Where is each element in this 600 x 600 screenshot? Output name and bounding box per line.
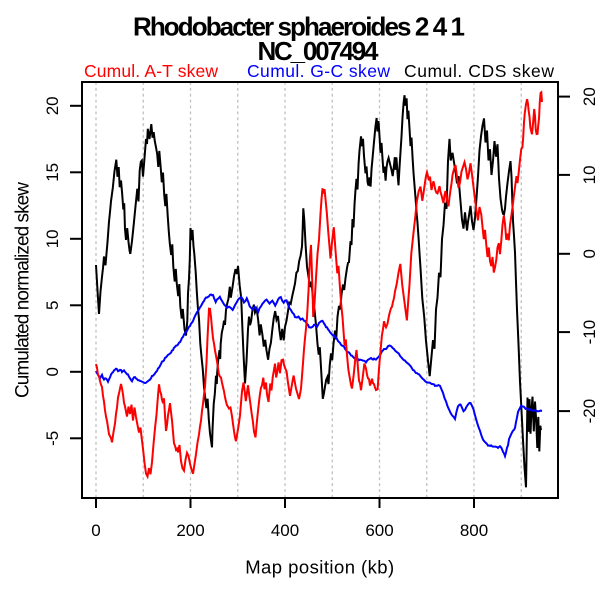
svg-text:600: 600: [365, 521, 393, 540]
svg-text:10: 10: [580, 165, 599, 184]
svg-text:0: 0: [580, 249, 599, 258]
svg-text:Rhodobacter sphaeroides 2 4 1: Rhodobacter sphaeroides 2 4 1: [133, 12, 465, 42]
svg-text:800: 800: [460, 521, 488, 540]
svg-text:5: 5: [43, 301, 62, 310]
svg-text:NC_007494: NC_007494: [258, 36, 380, 66]
svg-text:Cumul. A-T skew: Cumul. A-T skew: [84, 61, 218, 81]
svg-text:200: 200: [176, 521, 204, 540]
svg-text:0: 0: [43, 367, 62, 376]
svg-text:0: 0: [91, 521, 100, 540]
svg-text:Map position (kb): Map position (kb): [245, 556, 394, 577]
svg-text:Cumul. CDS skew: Cumul. CDS skew: [404, 61, 554, 81]
svg-text:Cumul. G-C skew: Cumul. G-C skew: [247, 61, 390, 81]
svg-text:Cumulated normalized skew: Cumulated normalized skew: [13, 182, 34, 398]
svg-text:-10: -10: [580, 320, 599, 345]
svg-text:15: 15: [43, 163, 62, 182]
svg-text:10: 10: [43, 229, 62, 248]
svg-text:20: 20: [580, 87, 599, 106]
svg-text:-20: -20: [580, 399, 599, 424]
svg-text:20: 20: [43, 96, 62, 115]
svg-text:400: 400: [271, 521, 299, 540]
svg-text:-5: -5: [43, 431, 62, 446]
